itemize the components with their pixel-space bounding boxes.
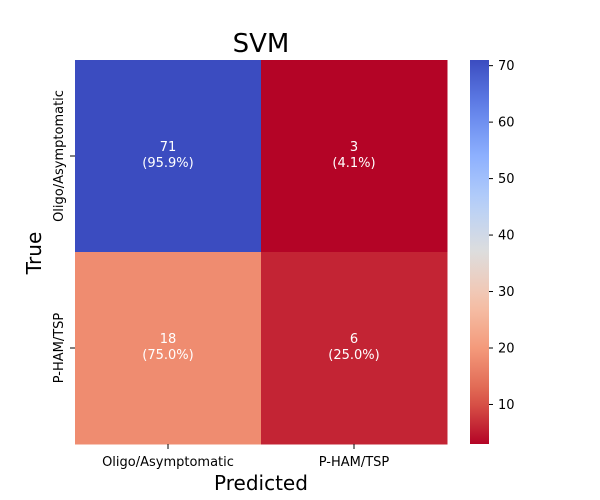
colorbar-tick-label: 60: [498, 116, 515, 131]
y-axis-label: True: [22, 232, 46, 275]
cell-percent-label: (25.0%): [328, 348, 379, 363]
heatmap-cell: [75, 60, 262, 253]
y-tick-label: Oligo/Asymptomatic: [52, 90, 67, 222]
heatmap-cell: [75, 252, 262, 445]
colorbar-gradient: [470, 60, 489, 444]
colorbar-tick-label: 50: [498, 172, 515, 187]
heatmap-cell: [261, 252, 448, 445]
x-axis-label: Predicted: [214, 471, 308, 495]
colorbar-tick-label: 40: [498, 229, 515, 244]
chart-title: SVM: [233, 29, 290, 59]
x-tick-label: Oligo/Asymptomatic: [102, 455, 234, 470]
heatmap-cells: [75, 60, 448, 445]
colorbar: 10 20 30 40 50 60 70: [470, 59, 515, 444]
y-axis: Oligo/Asymptomatic P-HAM/TSP: [52, 90, 75, 383]
colorbar-tick-label: 20: [498, 342, 515, 357]
x-axis: Oligo/Asymptomatic P-HAM/TSP: [102, 444, 389, 470]
colorbar-tick-label: 10: [498, 398, 515, 413]
heatmap-cell-labels: 71(95.9%) 3(4.1%) 18(75.0%) 6(25.0%): [142, 140, 379, 363]
cell-count-label: 6: [350, 332, 358, 347]
cell-percent-label: (75.0%): [142, 348, 193, 363]
cell-count-label: 18: [160, 332, 177, 347]
cell-percent-label: (95.9%): [142, 156, 193, 171]
cell-percent-label: (4.1%): [332, 156, 375, 171]
heatmap-cell: [261, 60, 448, 253]
x-tick-label: P-HAM/TSP: [319, 455, 390, 470]
cell-count-label: 71: [160, 140, 177, 155]
colorbar-tick-label: 70: [498, 59, 515, 74]
cell-count-label: 3: [350, 140, 358, 155]
y-tick-label: P-HAM/TSP: [52, 313, 67, 384]
colorbar-tick-label: 30: [498, 285, 515, 300]
